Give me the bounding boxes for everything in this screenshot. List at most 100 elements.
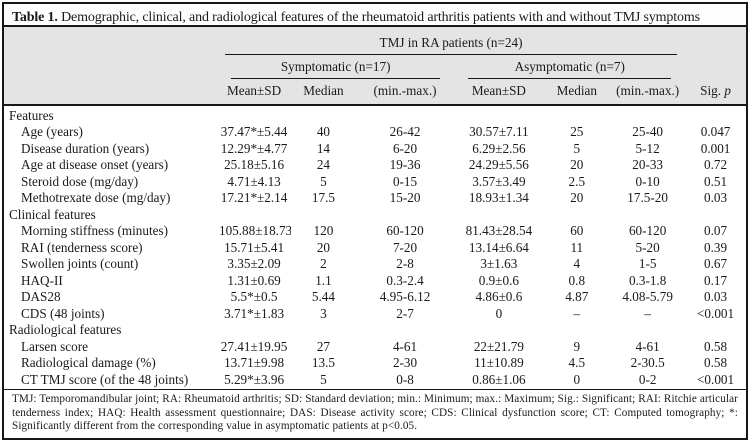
cell-asym-mean-sd: 18.93±1.34 (468, 190, 529, 206)
cell-asym-median: 25 (570, 124, 584, 140)
cell-sym-median: 120 (313, 223, 334, 239)
cell-sym-min-max: 0.3-2.4 (386, 272, 424, 288)
feature-label: Methotrexate dose (mg/day) (21, 190, 171, 206)
cell-sig-p: <0.001 (697, 371, 735, 387)
header-group-all: TMJ in RA patients (n=24) (217, 27, 685, 55)
cell-asym-median: 5 (573, 140, 581, 156)
feature-label: Radiological damage (%) (21, 355, 156, 371)
table-row: CDS (48 joints) 3.71*±1.83 3 2-7 0 – – <0.001 (4, 306, 746, 323)
table-row: Age at disease onset (years) 25.18±5.16 24… (4, 157, 746, 174)
cell-sig-p: 0.58 (704, 338, 728, 354)
cell-sym-min-max: 4.95-6.12 (379, 289, 431, 305)
cell-asym-median: 4 (573, 256, 581, 272)
cell-sym-mean-sd: 105.88±18.73 (218, 223, 292, 239)
cell-sym-median: 24 (316, 157, 331, 173)
data-table: TMJ in RA patients (n=24) Symptomatic (n… (4, 26, 746, 389)
cell-sym-mean-sd: 1.31±0.69 (227, 272, 281, 288)
feature-label: Morning stiffness (minutes) (21, 223, 169, 239)
cell-sig-p: 0.39 (704, 239, 728, 255)
header-group-symptomatic-label: Symptomatic (n=17) (230, 55, 441, 79)
feature-label: Age (years) (21, 124, 83, 140)
cell-asym-median: 20 (570, 190, 584, 206)
header-group-all-label: TMJ in RA patients (n=24) (224, 34, 678, 55)
cell-asym-min-max: 4-61 (635, 338, 660, 354)
col-header-sym-minmax: (min.-max.) (355, 78, 455, 106)
cell-asym-mean-sd: 3±1.63 (480, 256, 518, 272)
cell-asym-median: 0.8 (568, 272, 586, 288)
col-header-sym-median: Median (291, 78, 356, 106)
section-row: Clinical features (4, 207, 746, 224)
cell-asym-mean-sd: 3.57±3.49 (472, 173, 526, 189)
sig-label: Sig. (700, 82, 725, 98)
header-group-asymptomatic: Asymptomatic (n=7) (454, 55, 685, 79)
cell-sig-p: 0.58 (704, 355, 728, 371)
section-row: Radiological features (4, 322, 746, 339)
cell-sym-min-max: 2-8 (396, 256, 414, 272)
cell-asym-mean-sd: 4.86±0.6 (475, 289, 523, 305)
cell-sym-min-max: 2-7 (396, 305, 414, 321)
cell-sym-median: 5 (320, 371, 327, 387)
cell-sym-median: 40 (316, 124, 331, 140)
table-row: Disease duration (years) 12.29*±4.77 14 6-2… (4, 141, 746, 158)
cell-sym-mean-sd: 15.71±5.41 (224, 239, 285, 255)
cell-sig-p: 0.001 (700, 140, 731, 156)
table-row: DAS28 5.5*±0.5 5.44 4.95-6.12 4.86±0.6 4.87 4.… (4, 289, 746, 306)
cell-sig-p: 0.07 (704, 223, 728, 239)
section-label: Features (9, 107, 54, 123)
cell-asym-mean-sd: 0.9±0.6 (478, 272, 519, 288)
cell-sig-p: 0.72 (704, 157, 728, 173)
header-spacer (685, 55, 746, 79)
cell-asym-min-max: 5-20 (635, 239, 660, 255)
cell-sym-median: 2 (320, 256, 327, 272)
cell-asym-min-max: 5-12 (635, 140, 660, 156)
feature-label: CDS (48 joints) (21, 305, 105, 321)
table-body: Features Age (years) 37.47*±5.44 40 26-42 30.… (4, 105, 746, 389)
cell-sym-median: 5 (320, 173, 327, 189)
section-label: Clinical features (9, 206, 96, 222)
cell-sym-min-max: 26-42 (389, 124, 421, 140)
cell-sig-p: 0.67 (704, 256, 728, 272)
feature-label: Age at disease onset (years) (21, 157, 169, 173)
cell-asym-min-max: 1-5 (638, 256, 657, 272)
section-row: Features (4, 105, 746, 125)
cell-asym-median: 11 (570, 239, 584, 255)
col-header-asym-median: Median (543, 78, 611, 106)
table-row: Larsen score 27.41±19.95 27 4-61 22±21.79 9 4-… (4, 339, 746, 356)
cell-asym-mean-sd: 24.29±5.56 (468, 157, 529, 173)
table-header: TMJ in RA patients (n=24) Symptomatic (n… (4, 26, 746, 106)
header-row-columns: Mean±SD Median (min.-max.) Mean±SD Media… (4, 78, 746, 106)
cell-sym-median: 27 (316, 338, 331, 354)
cell-sym-min-max: 4-61 (392, 338, 418, 354)
feature-label: HAQ-II (21, 272, 63, 288)
cell-asym-min-max: 0-10 (635, 173, 660, 189)
cell-sym-mean-sd: 17.21*±2.14 (220, 190, 288, 206)
cell-sym-median: 17.5 (311, 190, 335, 206)
cell-sym-mean-sd: 3.35±2.09 (227, 256, 281, 272)
table-number: Table 1. (12, 10, 58, 25)
table-row: Radiological damage (%) 13.71±9.98 13.5 2-3… (4, 355, 746, 372)
cell-asym-min-max: 4.08-5.79 (622, 289, 673, 305)
cell-asym-median: 9 (573, 338, 581, 354)
cell-sym-median: 13.5 (311, 355, 335, 371)
col-header-sig-p: Sig. p (685, 78, 746, 106)
cell-sig-p: 0.51 (704, 173, 728, 189)
header-feature-spacer (4, 78, 217, 106)
cell-asym-mean-sd: 13.14±6.64 (468, 239, 529, 255)
header-row-span: TMJ in RA patients (n=24) (4, 27, 746, 55)
cell-asym-min-max: – (644, 305, 651, 321)
cell-sym-mean-sd: 5.29*±3.96 (224, 371, 285, 387)
header-spacer (4, 27, 217, 55)
cell-sym-min-max: 0-8 (396, 371, 414, 387)
header-group-asymptomatic-label: Asymptomatic (n=7) (468, 55, 672, 79)
sig-p-italic: p (724, 82, 731, 98)
header-spacer (4, 55, 217, 79)
cell-asym-median: 4.87 (565, 289, 589, 305)
cell-sig-p: 0.03 (704, 289, 728, 305)
table-row: RAI (tenderness score) 15.71±5.41 20 7-20 13… (4, 240, 746, 257)
table-title: Table 1. Demographic, clinical, and radi… (4, 4, 746, 27)
cell-sym-mean-sd: 3.71*±1.83 (224, 305, 285, 321)
cell-asym-mean-sd: 0 (495, 305, 503, 321)
cell-sym-min-max: 15-20 (389, 190, 421, 206)
